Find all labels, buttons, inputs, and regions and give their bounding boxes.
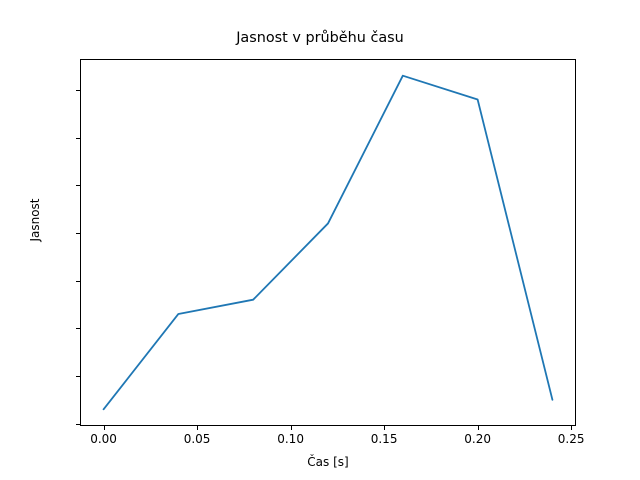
y-axis-label: Jasnost (28, 198, 42, 242)
y-tick-mark (76, 185, 80, 187)
y-tick-mark (76, 89, 80, 91)
x-tick-label: 0.15 (370, 432, 398, 446)
plot-axes-frame (80, 59, 576, 426)
chart-title: Jasnost v průběhu času (236, 30, 404, 46)
x-tick-label: 0.10 (277, 432, 304, 446)
y-tick-mark (76, 232, 80, 234)
x-tick-label: 0.05 (183, 432, 211, 446)
line-series-path (102, 74, 554, 411)
x-tick-mark (290, 426, 292, 430)
x-tick-label: 0.00 (90, 432, 117, 446)
x-tick-label: 0.20 (464, 432, 491, 446)
y-tick-mark (76, 137, 80, 139)
line-series-svg (102, 74, 554, 411)
plot-data-area (80, 59, 576, 426)
x-tick-mark (571, 426, 573, 430)
x-tick-label: 0.25 (557, 432, 585, 446)
y-tick-mark (76, 423, 80, 425)
y-tick-mark (76, 375, 80, 377)
y-tick-mark (76, 328, 80, 330)
x-tick-mark (197, 426, 199, 430)
x-axis-label: Čas [s] (307, 455, 349, 469)
x-tick-mark (477, 426, 479, 430)
y-tick-mark (76, 280, 80, 282)
x-tick-mark (384, 426, 386, 430)
x-tick-mark (103, 426, 105, 430)
